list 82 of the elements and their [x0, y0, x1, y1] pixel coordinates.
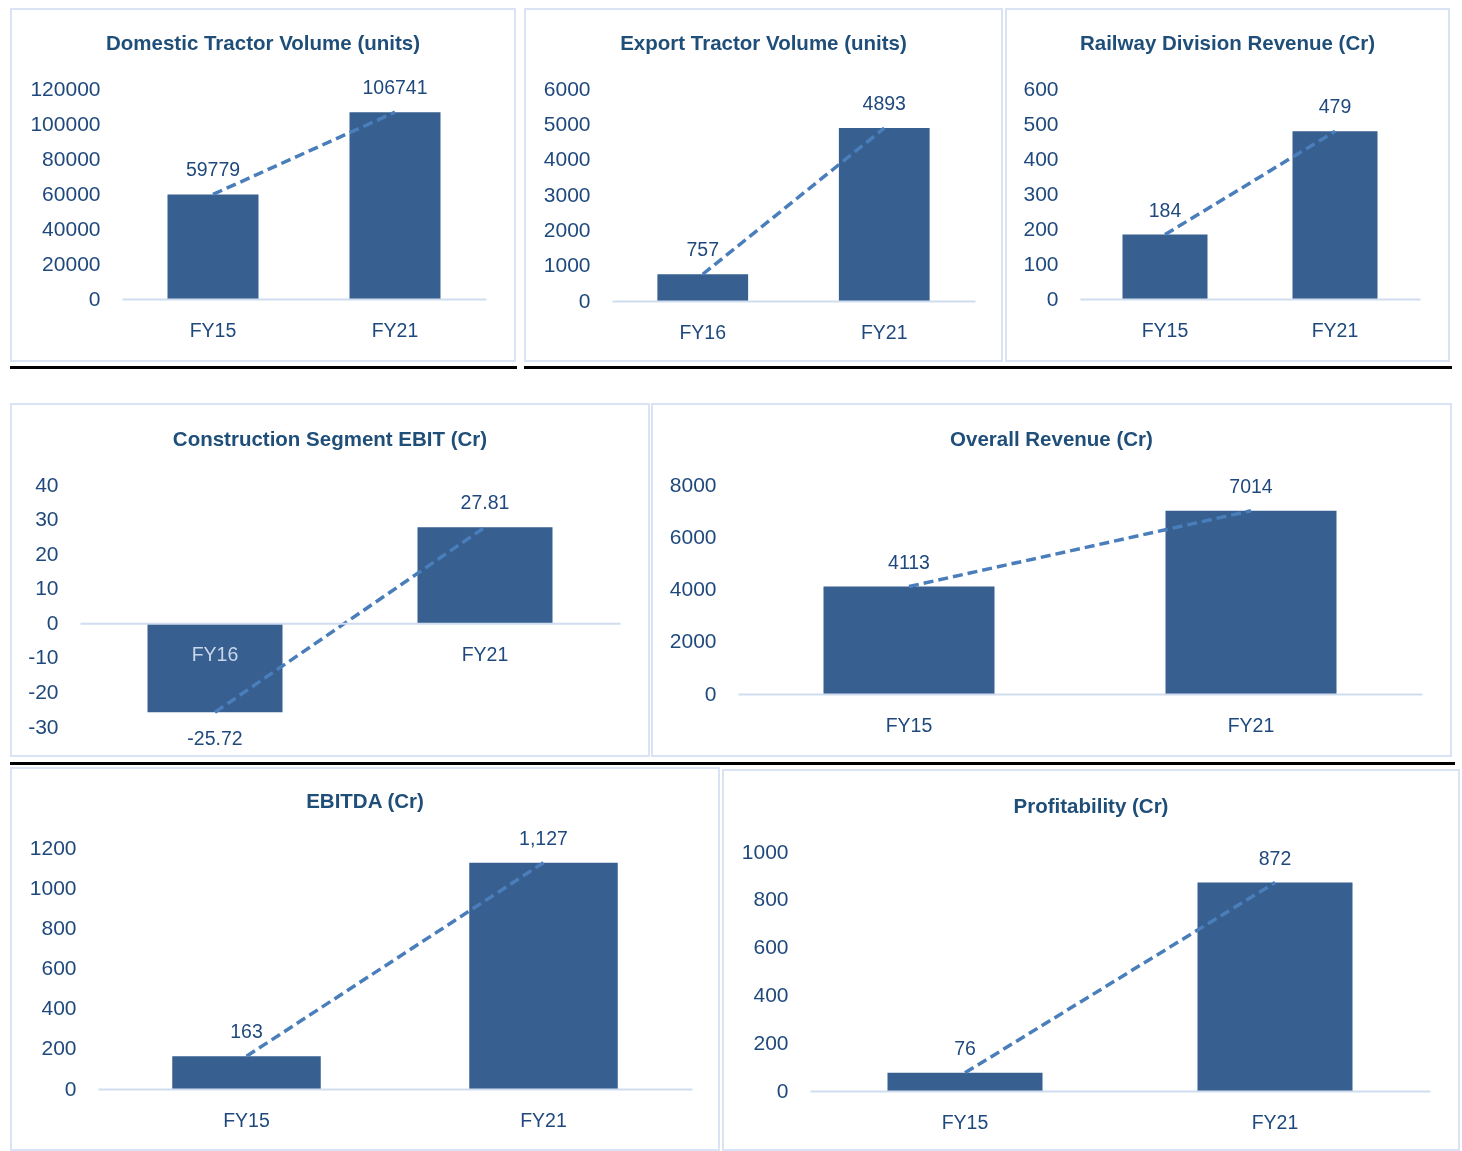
- y-tick-label: 500: [1023, 111, 1059, 135]
- data-label: -25.72: [187, 727, 243, 750]
- y-tick-label: 1000: [29, 875, 77, 899]
- y-tick-label: 100000: [30, 111, 101, 135]
- y-tick-label: 600: [753, 935, 789, 959]
- y-tick-label: 800: [41, 915, 77, 939]
- data-label: 872: [1258, 846, 1292, 869]
- x-tick-label: FY15: [885, 713, 933, 736]
- data-label: 163: [230, 1020, 263, 1043]
- y-tick-label: 20000: [42, 251, 101, 275]
- y-tick-label: 4000: [669, 577, 717, 600]
- y-tick-label: 0: [46, 610, 59, 634]
- x-tick-label: FY21: [1311, 318, 1359, 341]
- y-tick-label: 120000: [30, 76, 101, 100]
- y-tick-label: 60000: [42, 181, 101, 205]
- y-tick-label: 3000: [543, 182, 591, 206]
- y-tick-label: 80000: [42, 146, 101, 170]
- data-label: 7014: [1229, 474, 1273, 497]
- x-tick-label: FY16: [679, 320, 727, 343]
- y-tick-label: 200: [753, 1030, 789, 1054]
- y-tick-label: 400: [753, 982, 789, 1006]
- y-tick-label: -20: [28, 679, 59, 703]
- x-tick-label: FY15: [941, 1110, 989, 1133]
- y-tick-label: 200: [1023, 216, 1059, 240]
- y-tick-label: 6000: [543, 76, 591, 100]
- y-tick-label: 4000: [543, 147, 591, 171]
- data-label: 1,127: [519, 826, 568, 849]
- y-tick-label: 1200: [29, 835, 77, 859]
- x-tick-label: FY15: [189, 318, 237, 341]
- y-tick-label: 100: [1023, 251, 1059, 275]
- y-tick-label: 40: [35, 472, 59, 496]
- data-label: 479: [1318, 95, 1352, 118]
- x-tick-label: FY21: [461, 642, 509, 665]
- data-label: 76: [954, 1036, 976, 1059]
- y-tick-label: 600: [1023, 76, 1059, 100]
- chart-title: EBITDA (Cr): [306, 789, 424, 813]
- y-tick-label: 0: [704, 681, 717, 705]
- data-label: 4893: [862, 92, 906, 115]
- y-tick-label: -10: [28, 645, 59, 669]
- chart-title: Domestic Tractor Volume (units): [105, 30, 421, 54]
- data-label: 59779: [185, 158, 241, 181]
- y-tick-label: 10: [35, 576, 59, 600]
- data-label: 757: [686, 238, 720, 261]
- data-label: 184: [1148, 198, 1182, 221]
- x-tick-label: FY15: [223, 1108, 270, 1131]
- y-tick-label: 8000: [669, 472, 717, 496]
- y-tick-label: 20: [35, 541, 59, 565]
- y-tick-label: 800: [753, 887, 789, 911]
- x-tick-label: FY15: [1141, 318, 1189, 341]
- y-tick-label: 300: [1023, 181, 1059, 205]
- x-tick-label: FY21: [371, 318, 419, 341]
- y-tick-label: 0: [578, 288, 591, 312]
- x-tick-label: FY21: [520, 1108, 567, 1131]
- data-label: 4113: [888, 550, 930, 573]
- y-tick-label: 6000: [669, 524, 717, 548]
- y-tick-label: 200: [41, 1036, 77, 1060]
- y-tick-label: 0: [1046, 286, 1059, 310]
- y-tick-label: 2000: [543, 217, 591, 241]
- chart-title: Railway Division Revenue (Cr): [1079, 30, 1376, 54]
- y-tick-label: 600: [41, 956, 77, 979]
- y-tick-label: 0: [88, 286, 101, 310]
- chart-title: Overall Revenue (Cr): [950, 426, 1153, 450]
- y-tick-label: 2000: [669, 629, 717, 653]
- y-tick-label: 30: [35, 507, 59, 531]
- y-tick-label: 40000: [42, 216, 101, 240]
- y-tick-label: 5000: [543, 111, 591, 135]
- y-tick-label: 0: [64, 1076, 77, 1100]
- y-tick-label: -30: [28, 714, 59, 738]
- x-tick-label: FY21: [1251, 1110, 1299, 1133]
- chart-title: Construction Segment EBIT (Cr): [172, 426, 488, 450]
- x-tick-label: FY21: [1227, 713, 1275, 736]
- chart-title: Profitability (Cr): [1013, 793, 1169, 817]
- x-tick-label: FY21: [860, 320, 908, 343]
- data-label: 27.81: [460, 491, 510, 514]
- data-label: 106741: [362, 76, 428, 99]
- y-tick-label: 1000: [543, 253, 591, 277]
- y-tick-label: 1000: [741, 839, 789, 863]
- y-tick-label: 400: [41, 996, 77, 1020]
- x-tick-label: FY16: [191, 642, 239, 665]
- chart-title: Export Tractor Volume (units): [620, 30, 907, 54]
- y-tick-label: 0: [776, 1078, 789, 1102]
- y-tick-label: 400: [1023, 146, 1059, 170]
